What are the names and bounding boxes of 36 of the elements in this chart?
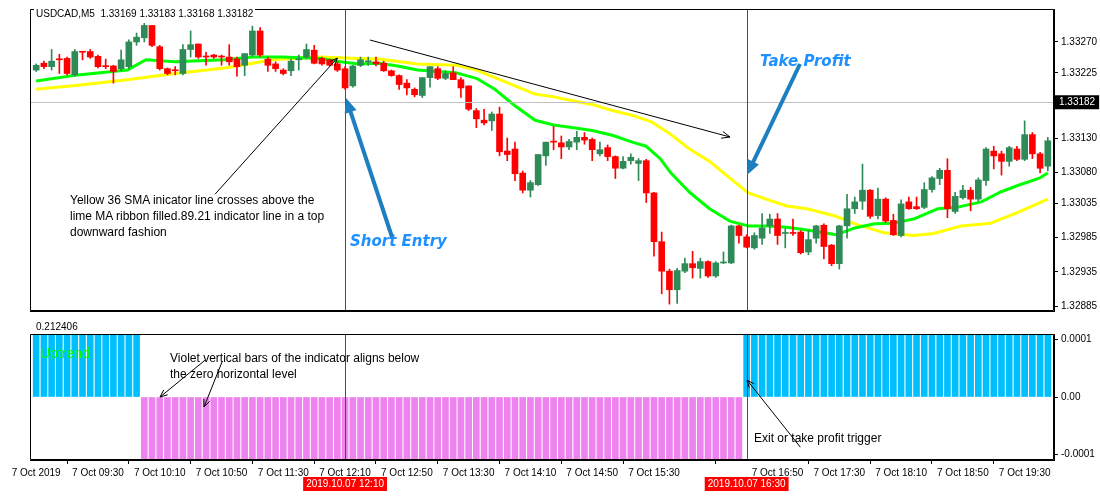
x-tick-label: 7 Oct 10:10	[133, 466, 187, 478]
y-tick-label: -0.0001	[1061, 448, 1096, 460]
x-tick-label: 7 Oct 18:10	[875, 466, 928, 478]
ref-line-label: 1.33182	[1059, 96, 1096, 108]
y-tick-label: 1.32885	[1061, 299, 1098, 311]
y-tick-label: 1.33225	[1061, 66, 1098, 78]
ref-line-label: 2019.10.07 12:10	[306, 477, 385, 489]
annotation: Yellow 36 SMA inicator line crosses above the lime MA ribbon filled.89.21 indicator line in a top downward fashion	[70, 192, 326, 241]
chart-title: 0.212406	[35, 321, 79, 332]
annotation: Take Profit	[760, 51, 852, 72]
y-tick-label: 1.33270	[1061, 35, 1098, 47]
chart-title: USDCAD,M5 1.33169 1.33183 1.33168 1.33182	[34, 8, 256, 19]
y-tick-label: 0.0001	[1061, 333, 1093, 345]
x-tick-label: 7 Oct 2019	[11, 466, 62, 478]
y-tick-label: 1.33035	[1061, 196, 1098, 208]
x-tick-label: 7 Oct 10:50	[195, 466, 248, 478]
x-tick-label: 7 Oct 12:10	[319, 466, 372, 478]
x-tick-label: 7 Oct 11:30	[257, 466, 310, 478]
x-tick-label: 7 Oct 16:50	[751, 466, 804, 478]
ref-line-label: 2019.10.07 16:30	[707, 477, 787, 489]
y-tick-label: 0.00	[1061, 390, 1081, 402]
x-tick-label: 7 Oct 14:50	[566, 466, 619, 478]
x-tick-label: 7 Oct 14:10	[504, 466, 557, 478]
annotation: Short Entry	[350, 231, 448, 252]
y-tick-label: 1.33080	[1061, 166, 1098, 178]
x-tick-label: 7 Oct 09:30	[72, 466, 125, 478]
x-tick-label: 7 Oct 18:50	[937, 466, 990, 478]
x-tick-label: 7 Oct 12:50	[381, 466, 434, 478]
x-tick-label: 7 Oct 17:30	[813, 466, 866, 478]
x-tick-label: 7 Oct 13:30	[442, 466, 495, 478]
x-tick-label: 7 Oct 15:30	[628, 466, 681, 478]
annotation: Exit or take profit trigger	[754, 430, 883, 447]
x-tick-label: 7 Oct 19:30	[998, 466, 1051, 478]
y-tick-label: 1.32985	[1061, 231, 1098, 243]
y-tick-label: 1.32935	[1061, 265, 1098, 277]
y-tick-label: 1.33130	[1061, 131, 1098, 143]
